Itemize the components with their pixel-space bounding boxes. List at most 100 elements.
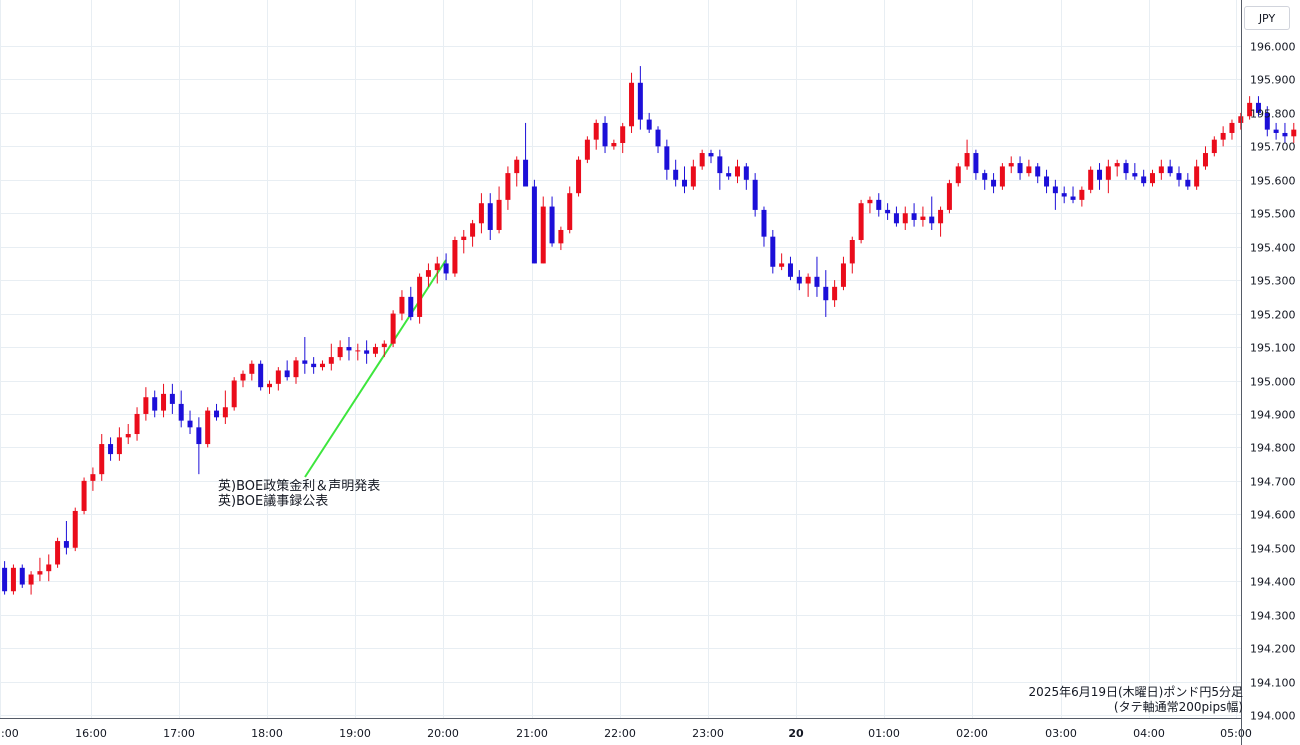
candle bbox=[364, 340, 370, 364]
candle-body bbox=[1247, 102, 1253, 117]
candle-body bbox=[920, 216, 926, 220]
candle-body bbox=[893, 213, 899, 224]
candle bbox=[249, 360, 255, 381]
candle-body bbox=[973, 153, 979, 174]
y-tick-label: 195.000 bbox=[1250, 376, 1296, 389]
candle-body bbox=[982, 173, 988, 180]
candle bbox=[1141, 169, 1147, 187]
candle bbox=[1123, 159, 1129, 180]
candle-body bbox=[964, 153, 970, 167]
candle-body bbox=[505, 173, 511, 200]
candle bbox=[1167, 159, 1173, 177]
candle bbox=[955, 163, 961, 187]
y-tick-label: 194.300 bbox=[1250, 610, 1296, 623]
candle bbox=[355, 343, 361, 361]
candle-body bbox=[37, 571, 43, 575]
event-annotation: 英)BOE政策金利＆声明発表 英)BOE議事録公表 bbox=[218, 479, 380, 509]
candle bbox=[284, 360, 290, 381]
candle-body bbox=[1008, 163, 1014, 167]
candle bbox=[108, 437, 114, 461]
candle-body bbox=[152, 397, 158, 411]
candle-body bbox=[470, 223, 476, 237]
candle bbox=[567, 186, 573, 234]
candle bbox=[1061, 186, 1067, 204]
grid bbox=[0, 0, 1241, 718]
candle bbox=[849, 236, 855, 274]
candle-body bbox=[629, 82, 635, 127]
candle bbox=[302, 337, 308, 374]
candle-body bbox=[214, 410, 220, 418]
candle bbox=[37, 557, 43, 582]
candle-body bbox=[911, 213, 917, 220]
candle-body bbox=[929, 216, 935, 224]
candle-body bbox=[999, 166, 1005, 187]
candle-body bbox=[938, 209, 944, 224]
candle bbox=[417, 273, 423, 324]
candles bbox=[2, 66, 1297, 595]
candle bbox=[1150, 169, 1155, 187]
candle-body bbox=[1132, 173, 1138, 177]
candle bbox=[337, 340, 343, 361]
candle-body bbox=[408, 296, 414, 317]
candle bbox=[770, 229, 776, 274]
candle bbox=[761, 206, 767, 247]
x-tick-label: 16:00 bbox=[75, 727, 107, 740]
candle bbox=[63, 520, 69, 555]
candle-body bbox=[302, 360, 308, 364]
candle bbox=[231, 377, 237, 411]
candle-body bbox=[231, 380, 237, 408]
y-tick-label: 194.400 bbox=[1250, 576, 1296, 589]
candle-body bbox=[664, 146, 670, 170]
candle bbox=[796, 270, 802, 291]
candle-body bbox=[116, 437, 122, 455]
candle-body bbox=[673, 169, 679, 180]
candle-body bbox=[849, 240, 855, 264]
candle bbox=[1088, 166, 1094, 194]
candle-body bbox=[55, 541, 61, 565]
y-tick-label: 194.100 bbox=[1250, 677, 1296, 690]
caption-line-1: 2025年6月19日(木曜日)ポンド円5分足 bbox=[1028, 685, 1243, 699]
candle bbox=[275, 367, 281, 391]
candle-body bbox=[1017, 163, 1023, 174]
candle-body bbox=[1211, 139, 1217, 154]
candle bbox=[99, 434, 105, 481]
candle-body bbox=[284, 370, 290, 378]
candle bbox=[152, 390, 158, 418]
candle bbox=[523, 122, 529, 187]
x-tick-label: 18:00 bbox=[251, 727, 283, 740]
candle bbox=[814, 256, 820, 297]
candle-body bbox=[267, 383, 272, 388]
candle-body bbox=[743, 166, 749, 180]
candle bbox=[408, 286, 414, 321]
candle-body bbox=[134, 413, 140, 435]
y-tick-label: 195.200 bbox=[1250, 309, 1296, 322]
candle-body bbox=[222, 407, 228, 418]
candle bbox=[2, 561, 8, 595]
currency-badge[interactable]: JPY bbox=[1244, 6, 1290, 30]
candle bbox=[1026, 159, 1032, 177]
candle bbox=[346, 337, 352, 361]
candle bbox=[867, 196, 873, 214]
candle-body bbox=[187, 420, 193, 428]
candle bbox=[443, 253, 449, 281]
candle-body bbox=[549, 206, 555, 244]
candle-body bbox=[319, 363, 325, 368]
candle-body bbox=[249, 363, 255, 374]
candle bbox=[717, 149, 723, 190]
candle-body bbox=[2, 567, 8, 592]
candle-body bbox=[1158, 166, 1164, 174]
candle bbox=[178, 390, 184, 428]
y-tick-label: 195.900 bbox=[1250, 74, 1296, 87]
y-tick-label: 195.100 bbox=[1250, 342, 1296, 355]
candle bbox=[425, 263, 431, 287]
candle-body bbox=[434, 263, 440, 271]
candle bbox=[487, 193, 493, 241]
candle bbox=[1229, 119, 1235, 140]
candle-body bbox=[1291, 129, 1297, 137]
candle bbox=[920, 206, 926, 227]
candle-body bbox=[496, 199, 502, 230]
candle-body bbox=[752, 179, 758, 210]
candle-body bbox=[196, 427, 202, 445]
candle-body bbox=[293, 360, 299, 378]
candle-body bbox=[452, 240, 458, 274]
